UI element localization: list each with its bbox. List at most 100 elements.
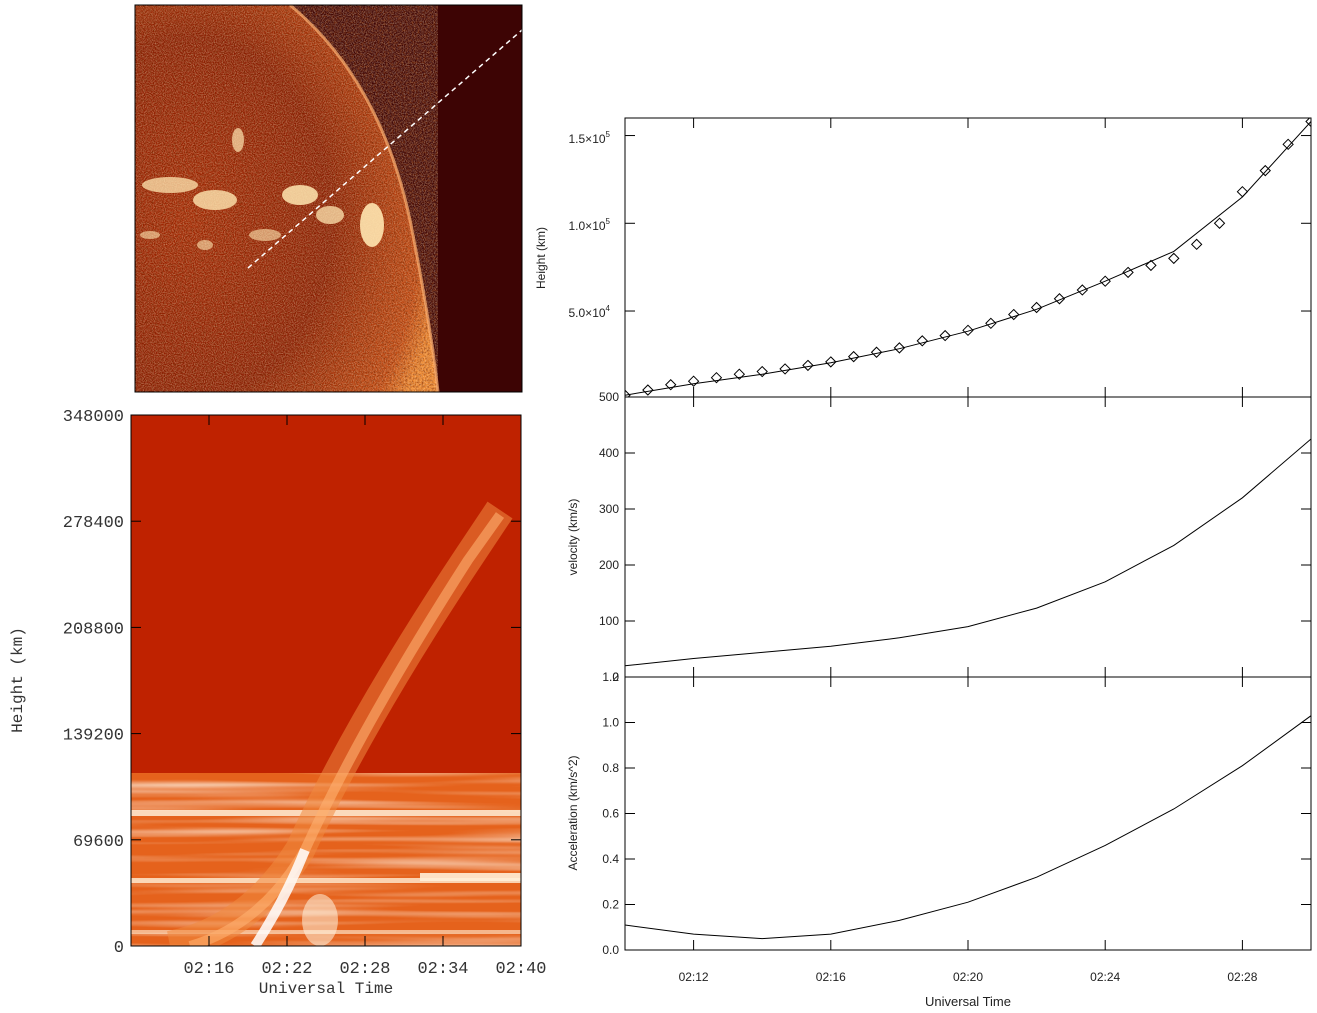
height-data-point xyxy=(1122,266,1134,279)
height-tick-mantissa: 1.5×10 xyxy=(569,132,606,146)
flare-brightening xyxy=(302,894,338,946)
height-tick-label: 1.5×105 xyxy=(569,130,611,146)
height-data-point xyxy=(1008,308,1020,321)
height-tick-mantissa: 1.0×10 xyxy=(569,219,606,233)
height-data-point xyxy=(1030,301,1043,314)
height-axis-ticks xyxy=(625,118,1311,397)
height-data-point xyxy=(1305,118,1311,128)
velocity-y-tick-label: 400 xyxy=(599,446,619,460)
active-region-bright xyxy=(140,128,384,250)
solar-limb xyxy=(289,5,440,392)
height-frame xyxy=(624,117,1312,398)
height-data-point xyxy=(1282,138,1294,151)
velocity-line xyxy=(625,438,1311,667)
acceleration-y-tick-label: 0.2 xyxy=(602,898,619,912)
height-data-point xyxy=(916,335,928,347)
velocity-panel: 0 100 200 300 400 500 velocity (km/s) xyxy=(566,390,1312,684)
height-tick-exponent: 5 xyxy=(606,130,611,139)
acceleration-line xyxy=(625,715,1311,940)
acceleration-panel: 0.00.20.40.60.81.01.2 02:12 02:16 02:20 02:… xyxy=(566,670,1312,1009)
map-x-axis: 02:16 02:22 02:28 02:34 02:40 xyxy=(183,415,547,979)
height-y-tick-labels: 1.5×105 1.0×105 5.0×104 xyxy=(569,130,611,320)
height-data-point xyxy=(1053,293,1066,305)
map-y-tick-label: 208800 xyxy=(63,620,124,639)
height-data-point xyxy=(1099,275,1111,287)
height-data-point xyxy=(870,346,883,358)
height-data-point xyxy=(985,317,997,330)
height-data-point xyxy=(1213,217,1226,229)
height-data-point xyxy=(939,329,951,342)
map-x-tick-label: 02:22 xyxy=(261,960,312,979)
height-data-point xyxy=(756,365,768,378)
height-data-point xyxy=(802,359,814,372)
acceleration-x-axis-label: Universal Time xyxy=(925,994,1011,1009)
velocity-y-tick-label: 0 xyxy=(612,670,619,684)
height-data-point xyxy=(1190,238,1203,251)
map-frame xyxy=(130,414,522,947)
velocity-y-tick-labels: 0 100 200 300 400 500 xyxy=(599,390,619,684)
height-data-point xyxy=(1145,259,1157,272)
acceleration-y-tick-label: 0.0 xyxy=(602,943,619,957)
height-data-point xyxy=(710,371,723,384)
height-data-point xyxy=(625,389,631,397)
velocity-y-tick-label: 100 xyxy=(599,614,619,628)
map-y-tick-label: 139200 xyxy=(63,727,124,746)
height-data-points xyxy=(625,118,1311,397)
acceleration-x-tick-label: 02:24 xyxy=(1090,970,1120,984)
velocity-y-tick-label: 500 xyxy=(599,390,619,404)
height-data-point xyxy=(1168,252,1180,265)
map-x-tick-label: 02:40 xyxy=(495,960,546,979)
acceleration-axis-ticks xyxy=(625,676,1311,951)
time-distance-panel: 0 69600 139200 208800 278400 348000 02:16 02:2… xyxy=(9,408,547,998)
velocity-y-tick-label: 200 xyxy=(599,558,619,572)
height-data-point xyxy=(1076,284,1089,296)
acceleration-x-tick-label: 02:28 xyxy=(1227,970,1257,984)
map-x-tick-label: 02:34 xyxy=(417,960,468,979)
height-tick-label: 1.0×105 xyxy=(569,217,611,233)
map-x-tick-label: 02:16 xyxy=(183,960,234,979)
map-y-tick-label: 0 xyxy=(114,939,124,958)
height-data-point xyxy=(779,363,791,375)
slit-line xyxy=(247,29,522,269)
height-data-point xyxy=(642,384,654,396)
acceleration-x-tick-labels: 02:12 02:16 02:20 02:24 02:28 xyxy=(679,970,1258,984)
height-tick-exponent: 5 xyxy=(606,217,611,226)
map-y-axis: 0 69600 139200 208800 278400 348000 xyxy=(63,408,521,958)
height-data-point xyxy=(825,356,837,368)
height-panel: 1.5×105 1.0×105 5.0×104 Height (km) xyxy=(534,117,1312,398)
height-data-point xyxy=(847,350,860,363)
velocity-y-tick-label: 300 xyxy=(599,502,619,516)
acceleration-x-tick-label: 02:12 xyxy=(679,970,709,984)
map-y-tick-label: 278400 xyxy=(63,514,124,533)
height-data-point xyxy=(665,379,677,391)
acceleration-x-tick-label: 02:16 xyxy=(816,970,846,984)
acceleration-y-tick-label: 0.4 xyxy=(602,852,619,866)
velocity-axis-ticks xyxy=(625,396,1311,678)
map-x-axis-label: Universal Time xyxy=(259,980,393,998)
height-tick-exponent: 4 xyxy=(606,304,611,313)
acceleration-x-tick-label: 02:20 xyxy=(953,970,983,984)
velocity-y-axis-label: velocity (km/s) xyxy=(566,499,580,576)
height-data-point xyxy=(962,324,974,337)
map-y-tick-label: 348000 xyxy=(63,408,124,427)
height-y-axis-label: Height (km) xyxy=(534,227,548,289)
acceleration-frame xyxy=(624,676,1312,951)
acceleration-y-tick-label: 0.6 xyxy=(602,807,619,821)
acceleration-y-tick-label: 1.0 xyxy=(602,716,619,730)
height-data-point xyxy=(687,375,700,387)
acceleration-y-tick-label: 1.2 xyxy=(602,670,619,684)
height-data-point xyxy=(893,342,906,354)
map-x-tick-label: 02:28 xyxy=(339,960,390,979)
height-fit-line xyxy=(625,121,1311,396)
height-tick-label: 5.0×104 xyxy=(569,304,611,320)
image-frame xyxy=(134,4,523,393)
map-y-axis-label: Height (km) xyxy=(9,627,27,733)
height-tick-mantissa: 5.0×10 xyxy=(569,306,606,320)
height-data-point xyxy=(1236,185,1249,198)
solar-image-panel xyxy=(134,4,523,393)
velocity-frame xyxy=(624,396,1312,678)
acceleration-y-tick-labels: 0.0 0.2 0.4 0.6 0.8 1.0 1.2 xyxy=(602,670,619,957)
map-y-tick-label: 69600 xyxy=(73,833,124,852)
eruption-track xyxy=(166,501,513,946)
